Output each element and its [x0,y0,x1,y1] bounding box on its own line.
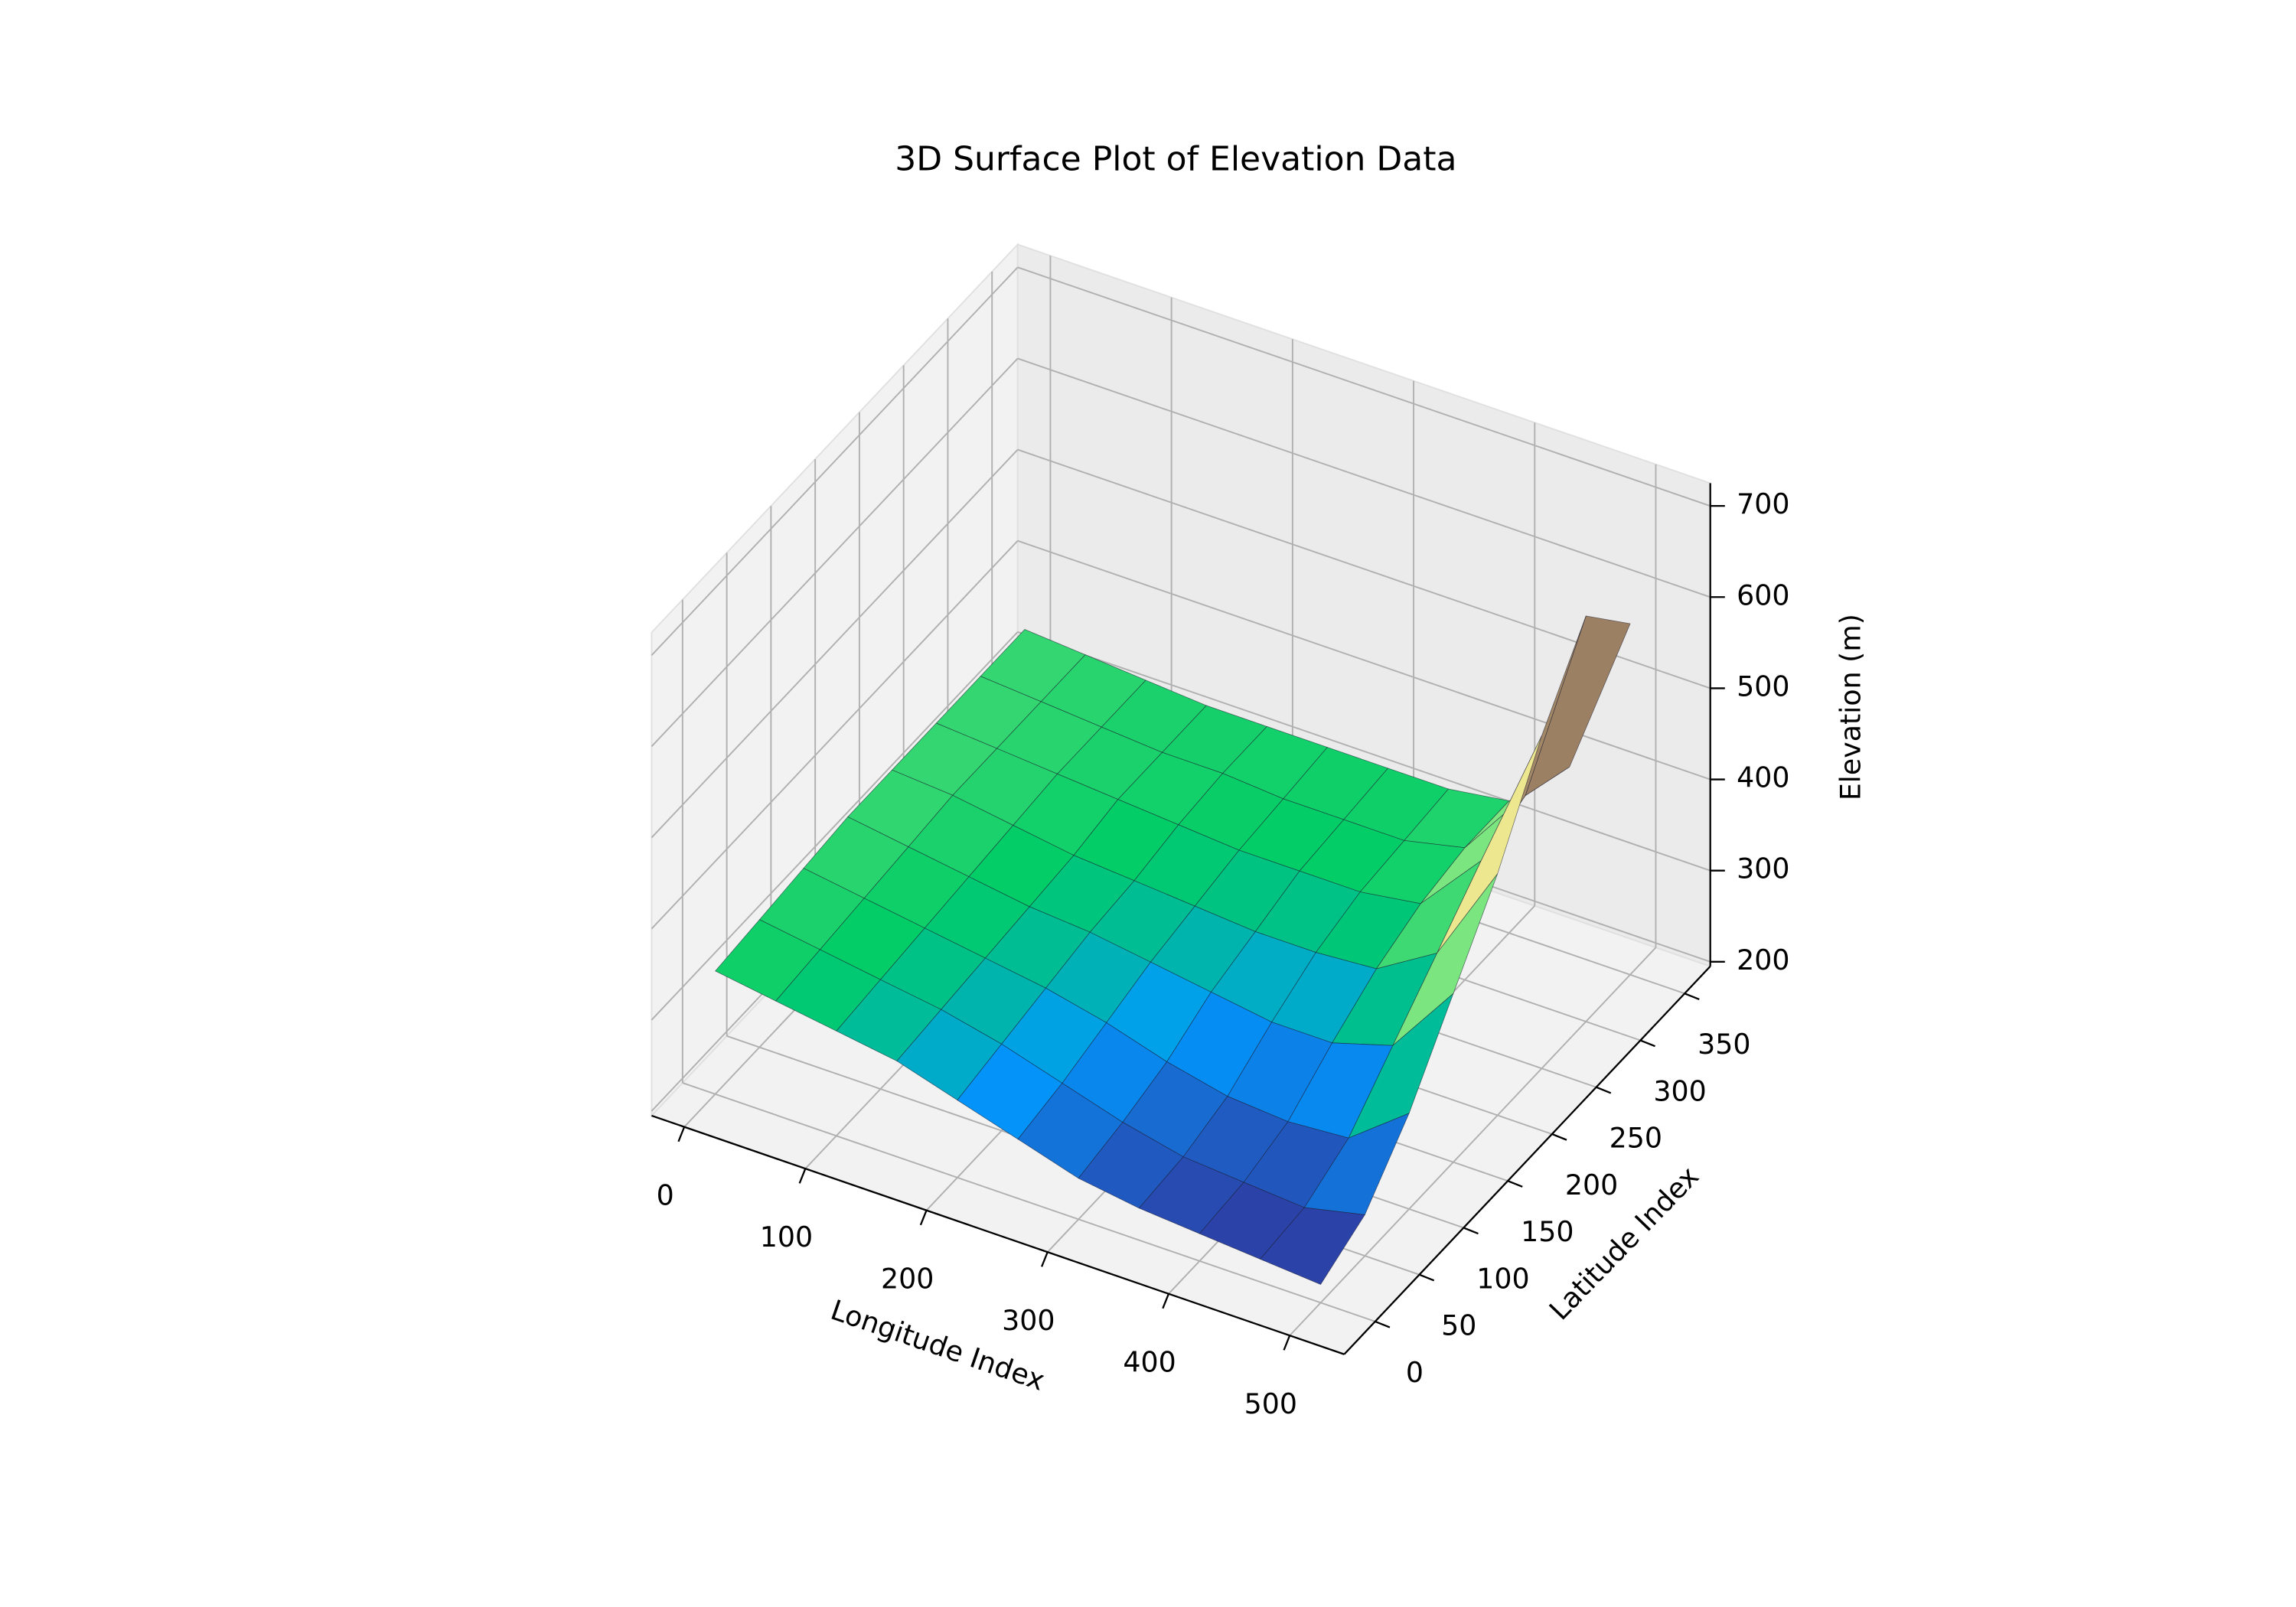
axes: 0100200300400500050100150200250300350200… [651,483,1790,1420]
grid-line [651,540,1019,930]
grid-line [651,448,1019,839]
grid-line [1289,947,1657,1336]
x-tick-label: 0 [657,1178,674,1211]
grid-line [1017,631,1711,872]
grid-line [651,266,1019,656]
x-tick [1162,1293,1170,1309]
x-tick [1283,1335,1291,1351]
x-tick-label: 400 [1123,1346,1176,1379]
z-tick-label: 600 [1737,579,1789,611]
chart-title: 3D Surface Plot of Elevation Data [895,139,1456,178]
y-axis-line [1343,965,1711,1355]
y-tick-label: 150 [1521,1215,1574,1248]
y-tick [1419,1273,1435,1282]
y-tick [1684,993,1700,1000]
surface-patch [1259,1207,1366,1285]
grid-line [651,631,1019,1021]
x-tick-label: 200 [881,1263,934,1296]
y-tick [1375,1320,1391,1328]
y-tick-label: 100 [1476,1262,1529,1295]
grid-line [1017,357,1711,598]
x-tick-label: 500 [1244,1387,1297,1420]
y-tick [1551,1133,1567,1141]
x-tick [677,1126,686,1143]
grid-line [651,357,1019,748]
x-axis-line [651,1114,1345,1355]
y-tick-label: 200 [1565,1169,1618,1201]
x-tick-label: 300 [1002,1304,1055,1337]
grid-line [1017,539,1711,781]
y-tick [1596,1086,1612,1094]
grid-line [682,1082,1376,1322]
y-tick-label: 0 [1406,1356,1424,1389]
z-tick-label: 200 [1737,944,1789,976]
z-tick-label: 300 [1737,852,1789,885]
surface [715,615,1631,1285]
z-axis-label: Elevation (m) [1834,614,1867,800]
grid-line [1017,266,1711,507]
x-tick [1041,1251,1049,1267]
z-tick-label: 400 [1737,761,1789,794]
y-tick [1639,1039,1655,1048]
x-tick [919,1210,928,1226]
y-tick [1463,1227,1479,1235]
y-tick-label: 50 [1441,1309,1476,1342]
y-tick-label: 300 [1653,1074,1706,1107]
z-tick-label: 500 [1737,670,1789,702]
z-tick-label: 700 [1737,487,1789,520]
x-tick [798,1168,807,1184]
y-tick-label: 250 [1609,1122,1662,1155]
x-tick-label: 100 [760,1221,813,1253]
y-tick [1507,1180,1523,1188]
y-tick-label: 350 [1698,1028,1750,1061]
